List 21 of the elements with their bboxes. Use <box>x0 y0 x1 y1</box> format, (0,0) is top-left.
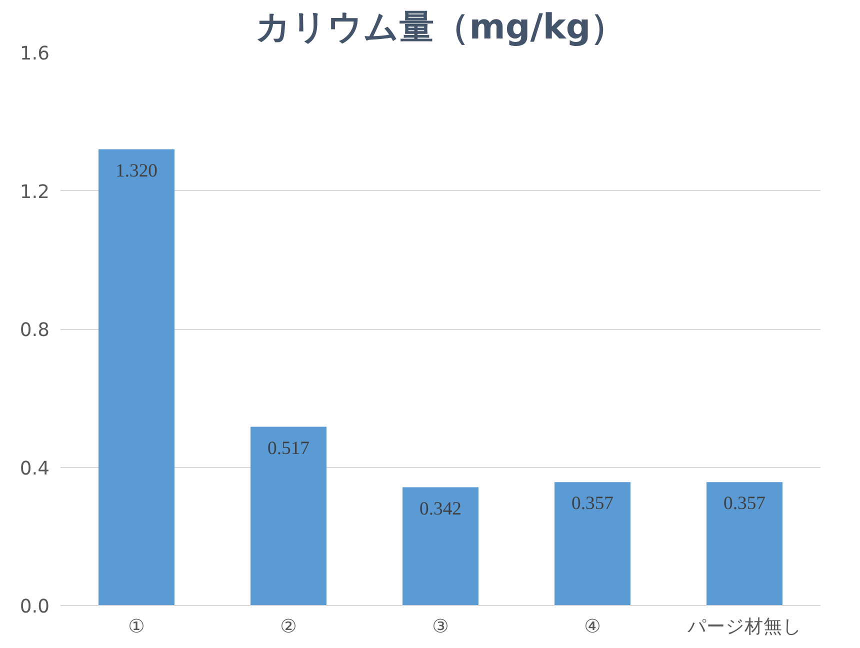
data-label: 0.357 <box>724 493 766 514</box>
bar <box>402 487 478 606</box>
y-tick-label: 0.0 <box>20 596 50 618</box>
bar <box>98 149 174 606</box>
y-tick-label: 0.4 <box>20 458 50 480</box>
bar <box>706 482 782 606</box>
y-tick-label: 1.2 <box>20 182 50 203</box>
x-tick-label: パージ材無し <box>686 616 802 638</box>
y-tick-label: 1.6 <box>20 44 50 64</box>
data-label: 1.320 <box>116 160 158 182</box>
data-label: 0.517 <box>268 438 310 459</box>
x-tick-label: ② <box>280 616 297 638</box>
x-tick-label: ① <box>128 616 145 638</box>
y-tick-label: 0.8 <box>20 320 50 341</box>
bar <box>250 426 326 606</box>
x-tick-label: ④ <box>584 616 601 638</box>
data-label: 0.357 <box>572 493 614 514</box>
data-label: 0.342 <box>420 498 462 520</box>
bar <box>554 482 630 606</box>
x-tick-label: ③ <box>432 616 449 638</box>
chart-title: カリウム量（mg/kg） <box>255 8 626 48</box>
